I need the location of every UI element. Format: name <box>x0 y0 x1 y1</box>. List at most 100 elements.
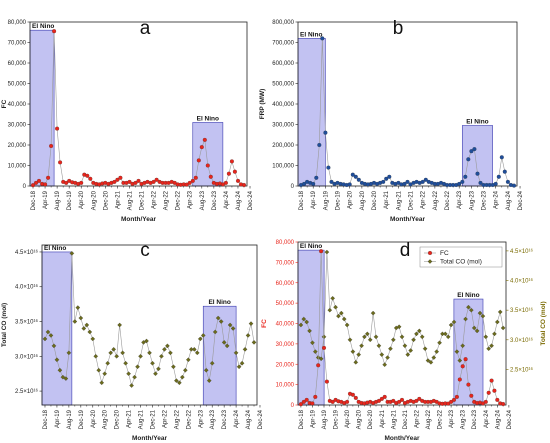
panel-d-co-data-point <box>497 309 503 315</box>
panel-b-data-point <box>302 181 307 186</box>
panel-d-co-data-point <box>474 328 480 334</box>
panel-d-co-data-point <box>385 355 390 360</box>
panel-b-x-tick-label: Aug-23 <box>469 190 475 210</box>
panel-c-data-point <box>93 353 99 359</box>
panel-a-data-point <box>46 175 51 180</box>
panel-d-y-tick-label: 20,000 <box>276 362 295 368</box>
panel-b-data-point <box>466 157 471 162</box>
panel-d-co-data-point <box>448 322 454 328</box>
panel-a-data-point <box>226 171 231 176</box>
panel-d-co-data-point <box>344 322 350 328</box>
chart-panel-a: El Nino El Nino 0 10,000 20,000 30,000 40,000 5… <box>1 18 254 223</box>
panel-c-data-point <box>63 376 69 381</box>
panel-d-fc-data-point <box>376 398 381 403</box>
panel-a-elnino-label: El Nino <box>197 115 219 122</box>
panel-a-data-point <box>154 177 159 182</box>
panel-a-data-point <box>223 180 228 185</box>
panel-b-data-point <box>460 179 465 184</box>
panel-b-y-axis-label: FRP (MW) <box>259 89 266 120</box>
panel-d-x-tick-label: Dec-20 <box>368 409 374 429</box>
panel-c-x-tick-label: Dec-19 <box>79 409 85 429</box>
panel-d-co-data-point <box>399 334 405 340</box>
panel-a-y-tick-label: 50,000 <box>8 82 27 88</box>
panel-d-co-data-point <box>362 334 367 340</box>
panel-c-data-point <box>162 347 167 352</box>
panel-c-data-point <box>42 336 48 342</box>
panel-b-y-tick-label: 100,000 <box>272 164 294 170</box>
panel-a-x-axis-label: Month/Year <box>121 216 157 223</box>
panel-c-y-axis-label: Total CO (mol) <box>1 303 8 347</box>
panel-d-y-axis-label-left: FC <box>261 319 268 328</box>
panel-c-data-point <box>105 360 111 366</box>
panel-d-y2-tick-label: 4.0×10¹⁶ <box>510 278 534 285</box>
panel-c-elnino-label: El Nino <box>208 299 230 306</box>
panel-d-co-data-point <box>327 307 333 313</box>
panel-b-data-point <box>505 179 510 184</box>
panel-d-co-data-point <box>489 343 494 349</box>
panel-d-fc-data-point <box>414 398 419 403</box>
panel-a-data-point <box>43 182 48 187</box>
panel-c-data-point <box>233 350 239 356</box>
panel-c-data-point <box>239 360 245 366</box>
legend-fc-marker <box>427 250 433 256</box>
panel-d-co-data-point <box>391 337 396 343</box>
panel-b-data-point <box>353 174 358 179</box>
panel-a-x-tick-label: Dec-22 <box>176 190 182 210</box>
panel-b-data-point <box>499 155 504 160</box>
panel-a-y-tick-label: 10,000 <box>8 164 27 170</box>
panel-d-co-data-point <box>341 316 347 322</box>
panel-b-x-tick-label: Aug-24 <box>506 190 512 210</box>
panel-b-data-point <box>423 177 428 182</box>
panel-c-data-point <box>150 360 155 366</box>
panel-a-letter: a <box>140 18 151 39</box>
panel-d-y2-tick-label: 3.5×10¹⁶ <box>510 307 534 314</box>
panel-d-co-data-point <box>492 331 497 337</box>
panel-c-x-tick-label: Aug-23 <box>210 409 216 429</box>
panel-b-data-point <box>475 171 480 176</box>
panel-b-x-axis-label: Month/Year <box>390 216 426 223</box>
panel-c-data-point <box>147 350 152 356</box>
panel-d-fc-data-point <box>460 364 465 369</box>
panel-b-data-point <box>323 130 328 135</box>
panel-c-data-point <box>51 343 57 349</box>
panel-c-data-point <box>102 371 108 377</box>
panel-a-data-point <box>64 180 69 185</box>
panel-c-data-point <box>180 374 185 380</box>
panel-a-data-point <box>49 143 54 149</box>
panel-c-x-tick-label: Apr-23 <box>198 409 204 428</box>
panel-c-data-point <box>132 374 137 380</box>
panel-a-data-point <box>136 178 141 183</box>
panel-d-letter: d <box>400 240 411 261</box>
panel-d-fc-data-point <box>486 390 491 395</box>
panel-c-data-point <box>57 367 63 373</box>
panel-c-data-point <box>117 322 122 328</box>
panel-a-x-tick-label: Dec-23 <box>212 190 218 210</box>
panel-c-data-point <box>99 380 105 386</box>
panel-c-data-point <box>215 315 221 321</box>
panel-c-x-tick-label: Dec-20 <box>115 409 121 429</box>
panel-d-co-data-point <box>419 334 425 340</box>
panel-c-data-point <box>159 353 164 359</box>
panel-b-data-point <box>387 174 392 179</box>
panel-d-co-data-point <box>483 334 489 340</box>
panel-d-co-data-point <box>457 358 463 363</box>
panel-b-letter: b <box>393 18 404 39</box>
panel-a-y-tick-label: 30,000 <box>8 123 27 129</box>
panel-c-elnino-label: El Nino <box>44 245 66 252</box>
panel-c-data-point <box>221 340 227 345</box>
panel-b-y-tick-label: 300,000 <box>272 123 294 129</box>
panel-a-data-point <box>199 145 204 150</box>
panel-c-x-tick-label: Apr-20 <box>91 409 97 428</box>
panel-d-co-data-point <box>376 343 382 349</box>
panel-d-x-tick-label: Apr-19 <box>310 409 316 428</box>
panel-b-data-point <box>472 147 477 152</box>
panel-b-data-point <box>493 181 498 186</box>
panel-a-x-tick-label: Apr-23 <box>188 190 194 209</box>
panel-a-y-tick-label: 70,000 <box>8 41 27 47</box>
panel-b-y-tick-label: 0 <box>291 184 295 190</box>
panel-c-x-tick-label: Aug-19 <box>67 409 73 429</box>
panel-b-elnino-box <box>297 38 326 187</box>
panel-b-data-point <box>329 179 334 184</box>
panel-d-y2-tick-label: 2.5×10¹⁶ <box>510 366 534 373</box>
